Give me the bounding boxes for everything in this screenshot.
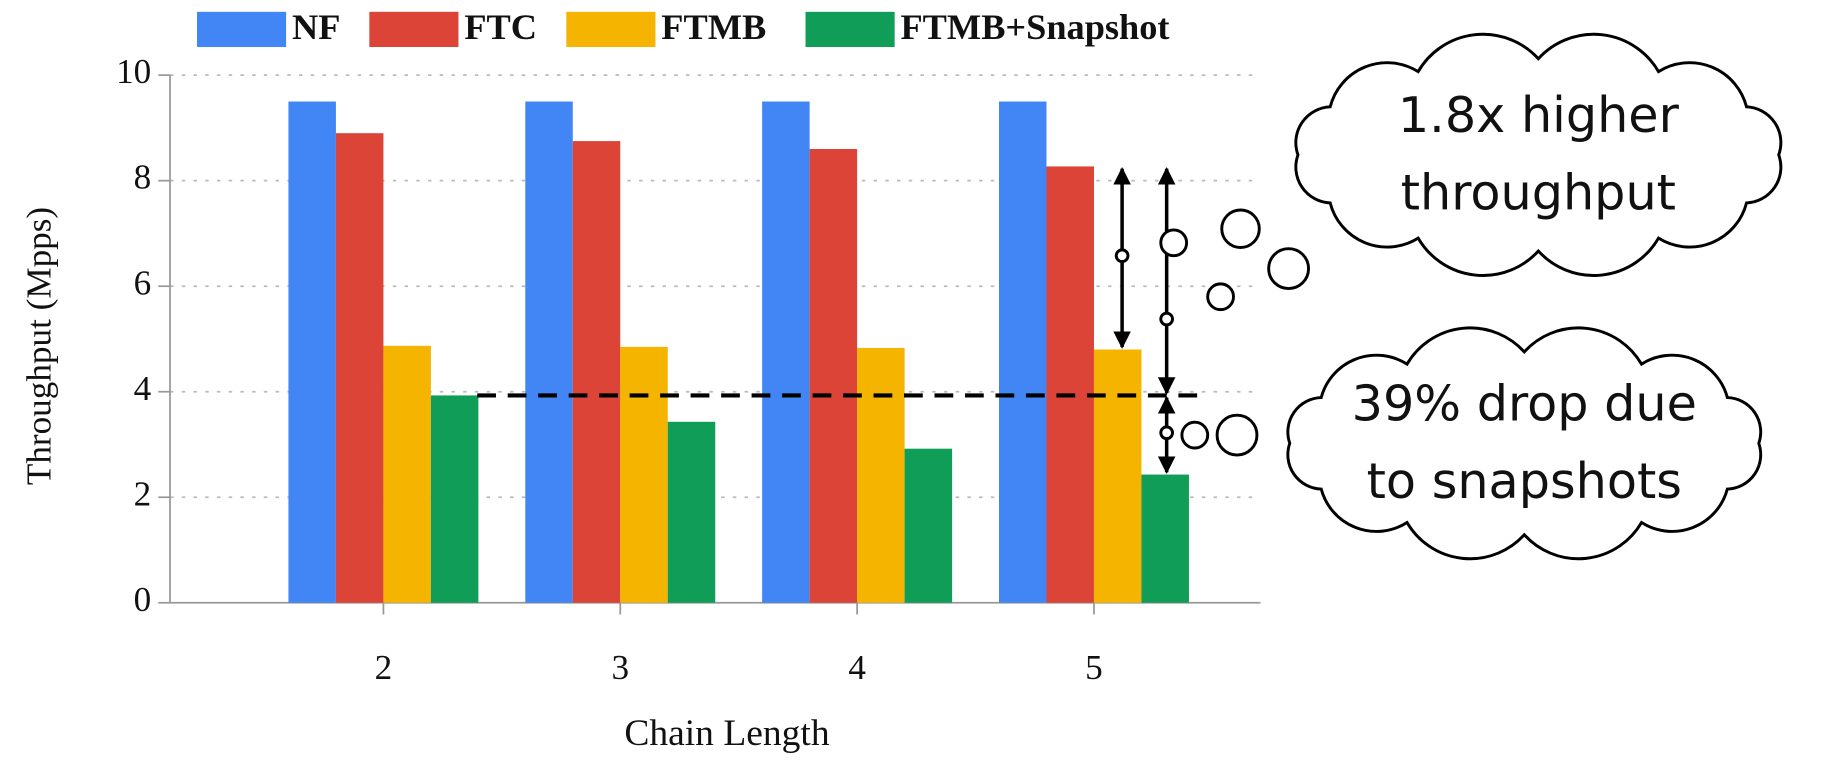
y-tick-label: 4: [134, 369, 152, 408]
thought-bubble: [1161, 313, 1173, 325]
bar: [573, 141, 620, 603]
annotation-text: to snapshots: [1367, 452, 1682, 510]
legend-swatch: [369, 12, 458, 47]
x-tick-label: 5: [1085, 648, 1103, 687]
bar: [668, 422, 715, 603]
y-tick-label: 10: [116, 52, 151, 91]
legend-label: NF: [292, 7, 340, 47]
y-axis-title: Throughput (Mpps): [19, 207, 58, 485]
y-tick-label: 0: [134, 580, 152, 619]
y-tick-label: 6: [134, 263, 152, 302]
legend-label: FTC: [464, 7, 537, 47]
bar: [810, 149, 857, 603]
thought-bubble: [1222, 210, 1260, 248]
annotation-text: 1.8x higher: [1398, 86, 1680, 144]
chart: Chain Length Throughput (Mpps) 0 2 4 6 8 10 2 3…: [0, 0, 1835, 760]
bar: [857, 348, 904, 603]
bar: [1141, 475, 1188, 603]
bar: [999, 102, 1046, 603]
thought-bubble: [1182, 422, 1208, 448]
legend-swatch: [197, 12, 286, 47]
annotation-cloud: [1288, 328, 1761, 559]
x-tick-label: 4: [848, 648, 866, 687]
legend-label: FTMB+Snapshot: [900, 7, 1169, 47]
legend-swatch: [806, 12, 895, 47]
thought-bubble: [1116, 250, 1128, 262]
thought-bubble: [1208, 284, 1234, 310]
annotation-text: throughput: [1401, 163, 1676, 221]
page: Chain Length Throughput (Mpps) 0 2 4 6 8 10 2 3…: [0, 0, 1835, 760]
annotation-cloud: [1296, 34, 1781, 275]
bar: [620, 347, 667, 603]
legend-label: FTMB: [661, 7, 766, 47]
legend-item: NF: [197, 7, 340, 47]
thought-bubble: [1217, 415, 1257, 455]
x-tick-label: 2: [375, 648, 393, 687]
legend-item: FTMB+Snapshot: [806, 7, 1170, 47]
thought-bubble: [1161, 427, 1173, 439]
bar: [525, 102, 572, 603]
annotation-text: 39% drop due: [1352, 374, 1697, 432]
y-tick-label: 2: [134, 474, 152, 513]
bar: [336, 133, 383, 603]
legend-item: FTC: [369, 7, 537, 47]
legend-swatch: [566, 12, 655, 47]
x-tick-label: 3: [611, 648, 629, 687]
bar: [1094, 350, 1141, 603]
bar: [288, 102, 335, 603]
bar: [762, 102, 809, 603]
bar: [905, 449, 952, 603]
bar: [431, 395, 478, 602]
bar: [383, 346, 430, 603]
x-axis-title: Chain Length: [624, 713, 829, 754]
thought-bubble: [1161, 230, 1187, 256]
y-tick-label: 8: [134, 158, 152, 197]
bar: [1046, 166, 1093, 602]
legend-item: FTMB: [566, 7, 766, 47]
thought-bubble: [1269, 249, 1309, 289]
